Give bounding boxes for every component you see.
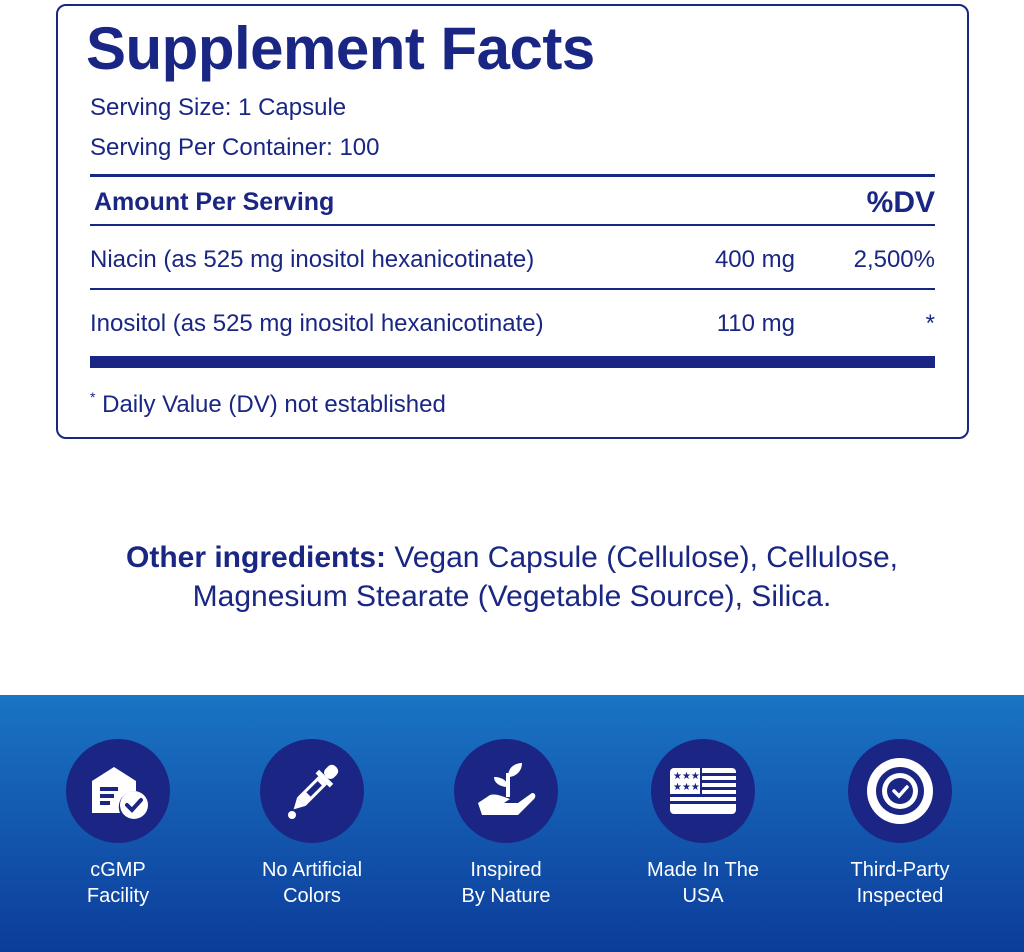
ingredient-name: Inositol (as 525 mg inositol hexanicotin… (90, 310, 544, 337)
badge-label: Colors (283, 885, 341, 907)
badge-inspired-by-nature: Inspired By Nature (411, 739, 601, 909)
divider (90, 174, 935, 177)
badge-label: cGMP (90, 859, 146, 881)
badge-label: Made In The (647, 859, 759, 881)
ingredient-dv: * (925, 310, 935, 337)
ingredient-amount: 110 mg (716, 310, 795, 337)
badge-no-artificial-colors: No Artificial Colors (217, 739, 407, 909)
thick-divider (90, 356, 935, 368)
hand-plant-icon (454, 739, 558, 843)
divider (90, 288, 935, 290)
header-amount: Amount Per Serving (94, 188, 335, 216)
ingredient-name: Niacin (as 525 mg inositol hexanicotinat… (90, 246, 535, 273)
badges-band: cGMP Facility No Artificial Colors Inspire… (0, 695, 1024, 952)
other-ingredients-label: Other ingredients: (126, 541, 387, 574)
badge-label: By Nature (461, 885, 551, 907)
badge-label: No Artificial (261, 859, 363, 881)
badge-made-in-usa: ★★★ ★★★ Made In The USA (608, 739, 798, 909)
badge-label: USA (682, 885, 724, 907)
dropper-icon (260, 739, 364, 843)
svg-text:★★★: ★★★ (673, 782, 700, 793)
ingredient-amount: 400 mg (714, 246, 795, 273)
badge-label: Third-Party (850, 859, 950, 881)
footnote-text: Daily Value (DV) not established (102, 391, 446, 418)
badge-label: Inspected (856, 885, 944, 907)
header-dv: %DV (866, 186, 935, 219)
badge-third-party-inspected: Third-Party Inspected (805, 739, 995, 909)
seal-check-icon (848, 739, 952, 843)
badge-label: Inspired (470, 859, 542, 881)
other-ingredients: Other ingredients: Vegan Capsule (Cellul… (0, 538, 1024, 616)
footnote-mark: * (90, 389, 96, 405)
panel-title: Supplement Facts (86, 15, 595, 82)
badge-label: Facility (86, 885, 150, 907)
facility-check-icon (66, 739, 170, 843)
other-ingredients-line2: Magnesium Stearate (Vegetable Source), S… (192, 580, 832, 613)
servings-per-container: Serving Per Container: 100 (90, 134, 380, 161)
footnote: * Daily Value (DV) not established (90, 389, 446, 419)
serving-size: Serving Size: 1 Capsule (90, 94, 347, 121)
other-ingredients-line1: Vegan Capsule (Cellulose), Cellulose, (386, 541, 898, 574)
badge-cgmp: cGMP Facility (23, 739, 213, 909)
svg-text:★★★: ★★★ (673, 771, 700, 782)
ingredient-dv: 2,500% (853, 246, 935, 273)
supplement-facts-panel: Supplement Facts Serving Size: 1 Capsule… (56, 4, 969, 439)
usa-flag-icon: ★★★ ★★★ (651, 739, 755, 843)
divider (90, 224, 935, 226)
